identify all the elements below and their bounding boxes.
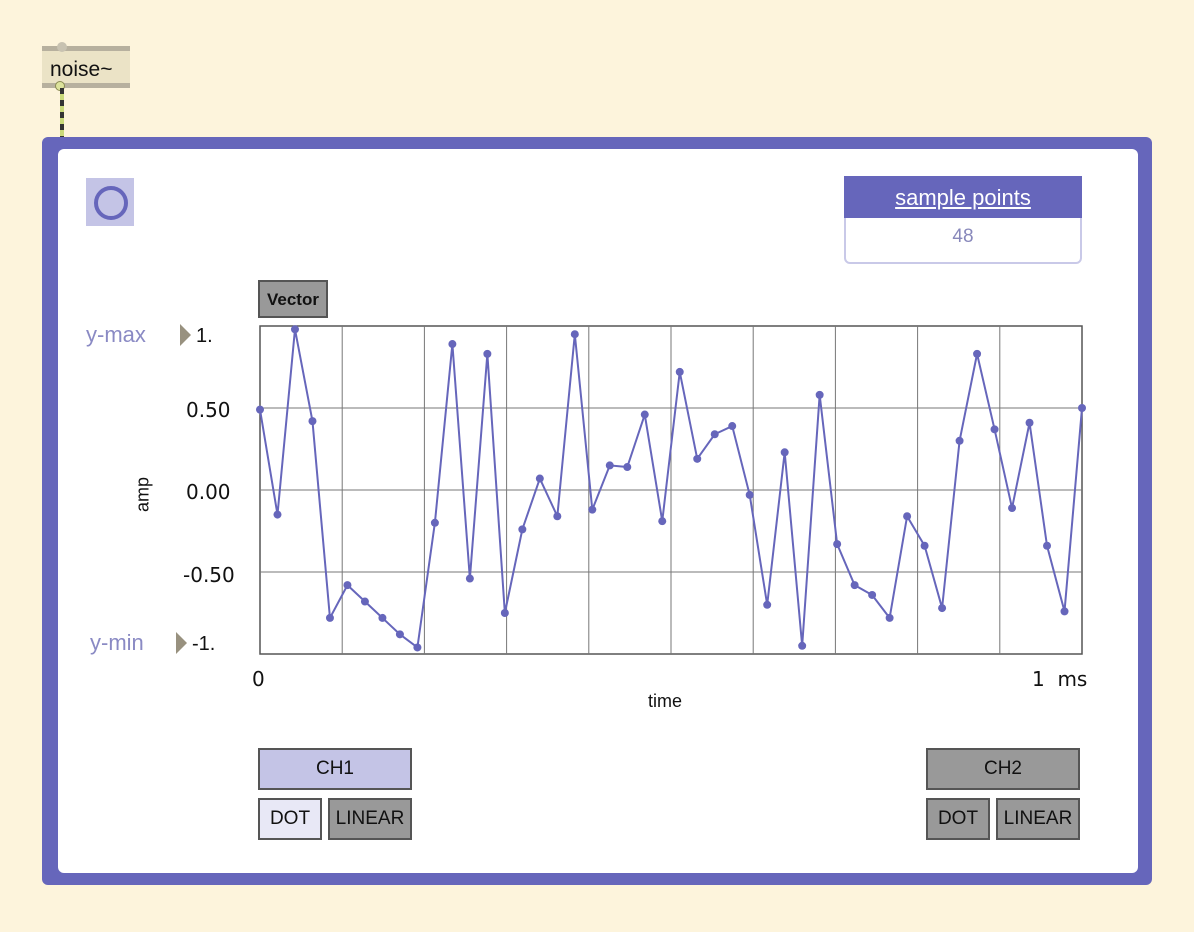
y-max-arrow-icon <box>180 324 191 346</box>
sample-points-box[interactable]: sample points 48 <box>844 176 1082 264</box>
data-point <box>448 340 457 349</box>
data-point <box>378 613 387 622</box>
data-point <box>920 541 929 550</box>
data-point <box>500 609 509 617</box>
y-min-arrow-icon <box>176 632 187 654</box>
toggle-ring-icon <box>94 186 128 220</box>
data-point <box>465 574 474 583</box>
data-point <box>1008 504 1017 513</box>
plot-series <box>256 325 1086 652</box>
ch2-linear-button[interactable]: LINEAR <box>996 798 1080 840</box>
data-point <box>430 518 439 527</box>
data-point <box>1078 404 1086 412</box>
ch2-button[interactable]: CH2 <box>926 748 1080 790</box>
sample-points-value[interactable]: 48 <box>952 226 974 247</box>
data-point <box>675 367 684 376</box>
vector-button[interactable]: Vector <box>258 280 328 318</box>
x-end-label: 1 ms <box>1032 667 1088 691</box>
data-point <box>1043 541 1052 550</box>
data-point <box>1060 607 1069 616</box>
data-point <box>518 525 527 534</box>
y-min-label: y-min <box>90 630 144 655</box>
ch1-button[interactable]: CH1 <box>258 748 412 790</box>
data-point <box>256 405 264 414</box>
data-point <box>605 461 614 470</box>
data-point <box>973 349 982 358</box>
data-point <box>325 613 334 622</box>
data-point <box>343 581 352 590</box>
data-point <box>658 517 667 526</box>
data-point <box>535 474 544 483</box>
data-point <box>413 643 422 652</box>
patch-cable[interactable] <box>60 88 64 140</box>
data-point <box>640 410 649 419</box>
data-point <box>308 417 317 426</box>
y-max-label: y-max <box>86 322 146 347</box>
data-point <box>710 430 719 439</box>
data-point <box>745 490 754 499</box>
data-point <box>728 422 737 431</box>
data-point <box>955 436 964 445</box>
data-point <box>693 454 702 463</box>
object-label: noise~ <box>50 58 113 81</box>
data-point <box>868 590 877 599</box>
x-axis-label: time <box>648 691 683 711</box>
data-point <box>763 600 772 609</box>
ch2-dot-button[interactable]: DOT <box>926 798 990 840</box>
data-point <box>990 425 999 434</box>
data-point <box>903 512 912 521</box>
y-max-number[interactable]: 1. <box>196 325 213 347</box>
x-start-label: 0 <box>252 667 265 691</box>
object-inlet[interactable] <box>57 42 67 52</box>
toggle-button[interactable] <box>86 178 134 226</box>
data-point <box>850 581 859 590</box>
y-tick-label: -0.50 <box>183 563 235 587</box>
data-point <box>815 390 824 399</box>
data-point <box>395 630 404 639</box>
y-min-number[interactable]: -1. <box>192 633 216 655</box>
plot-grid <box>259 325 1083 655</box>
noise-object[interactable]: noise~ <box>42 42 130 91</box>
data-point <box>833 540 842 549</box>
data-point <box>588 505 597 514</box>
data-point <box>273 510 282 519</box>
y-tick-label: 0.50 <box>186 398 231 422</box>
data-point <box>938 604 947 613</box>
data-point <box>623 463 632 472</box>
data-point <box>885 613 894 622</box>
data-point <box>570 330 579 339</box>
ch1-dot-button[interactable]: DOT <box>258 798 322 840</box>
data-point <box>798 641 807 650</box>
data-point <box>1025 418 1034 427</box>
y-tick-label: 0.00 <box>186 480 231 504</box>
data-point <box>483 349 492 358</box>
ch1-linear-button[interactable]: LINEAR <box>328 798 412 840</box>
data-point <box>553 512 562 521</box>
data-point <box>780 448 789 457</box>
data-point <box>360 597 369 606</box>
data-point <box>290 325 299 334</box>
sample-points-header[interactable]: sample points <box>844 176 1082 218</box>
